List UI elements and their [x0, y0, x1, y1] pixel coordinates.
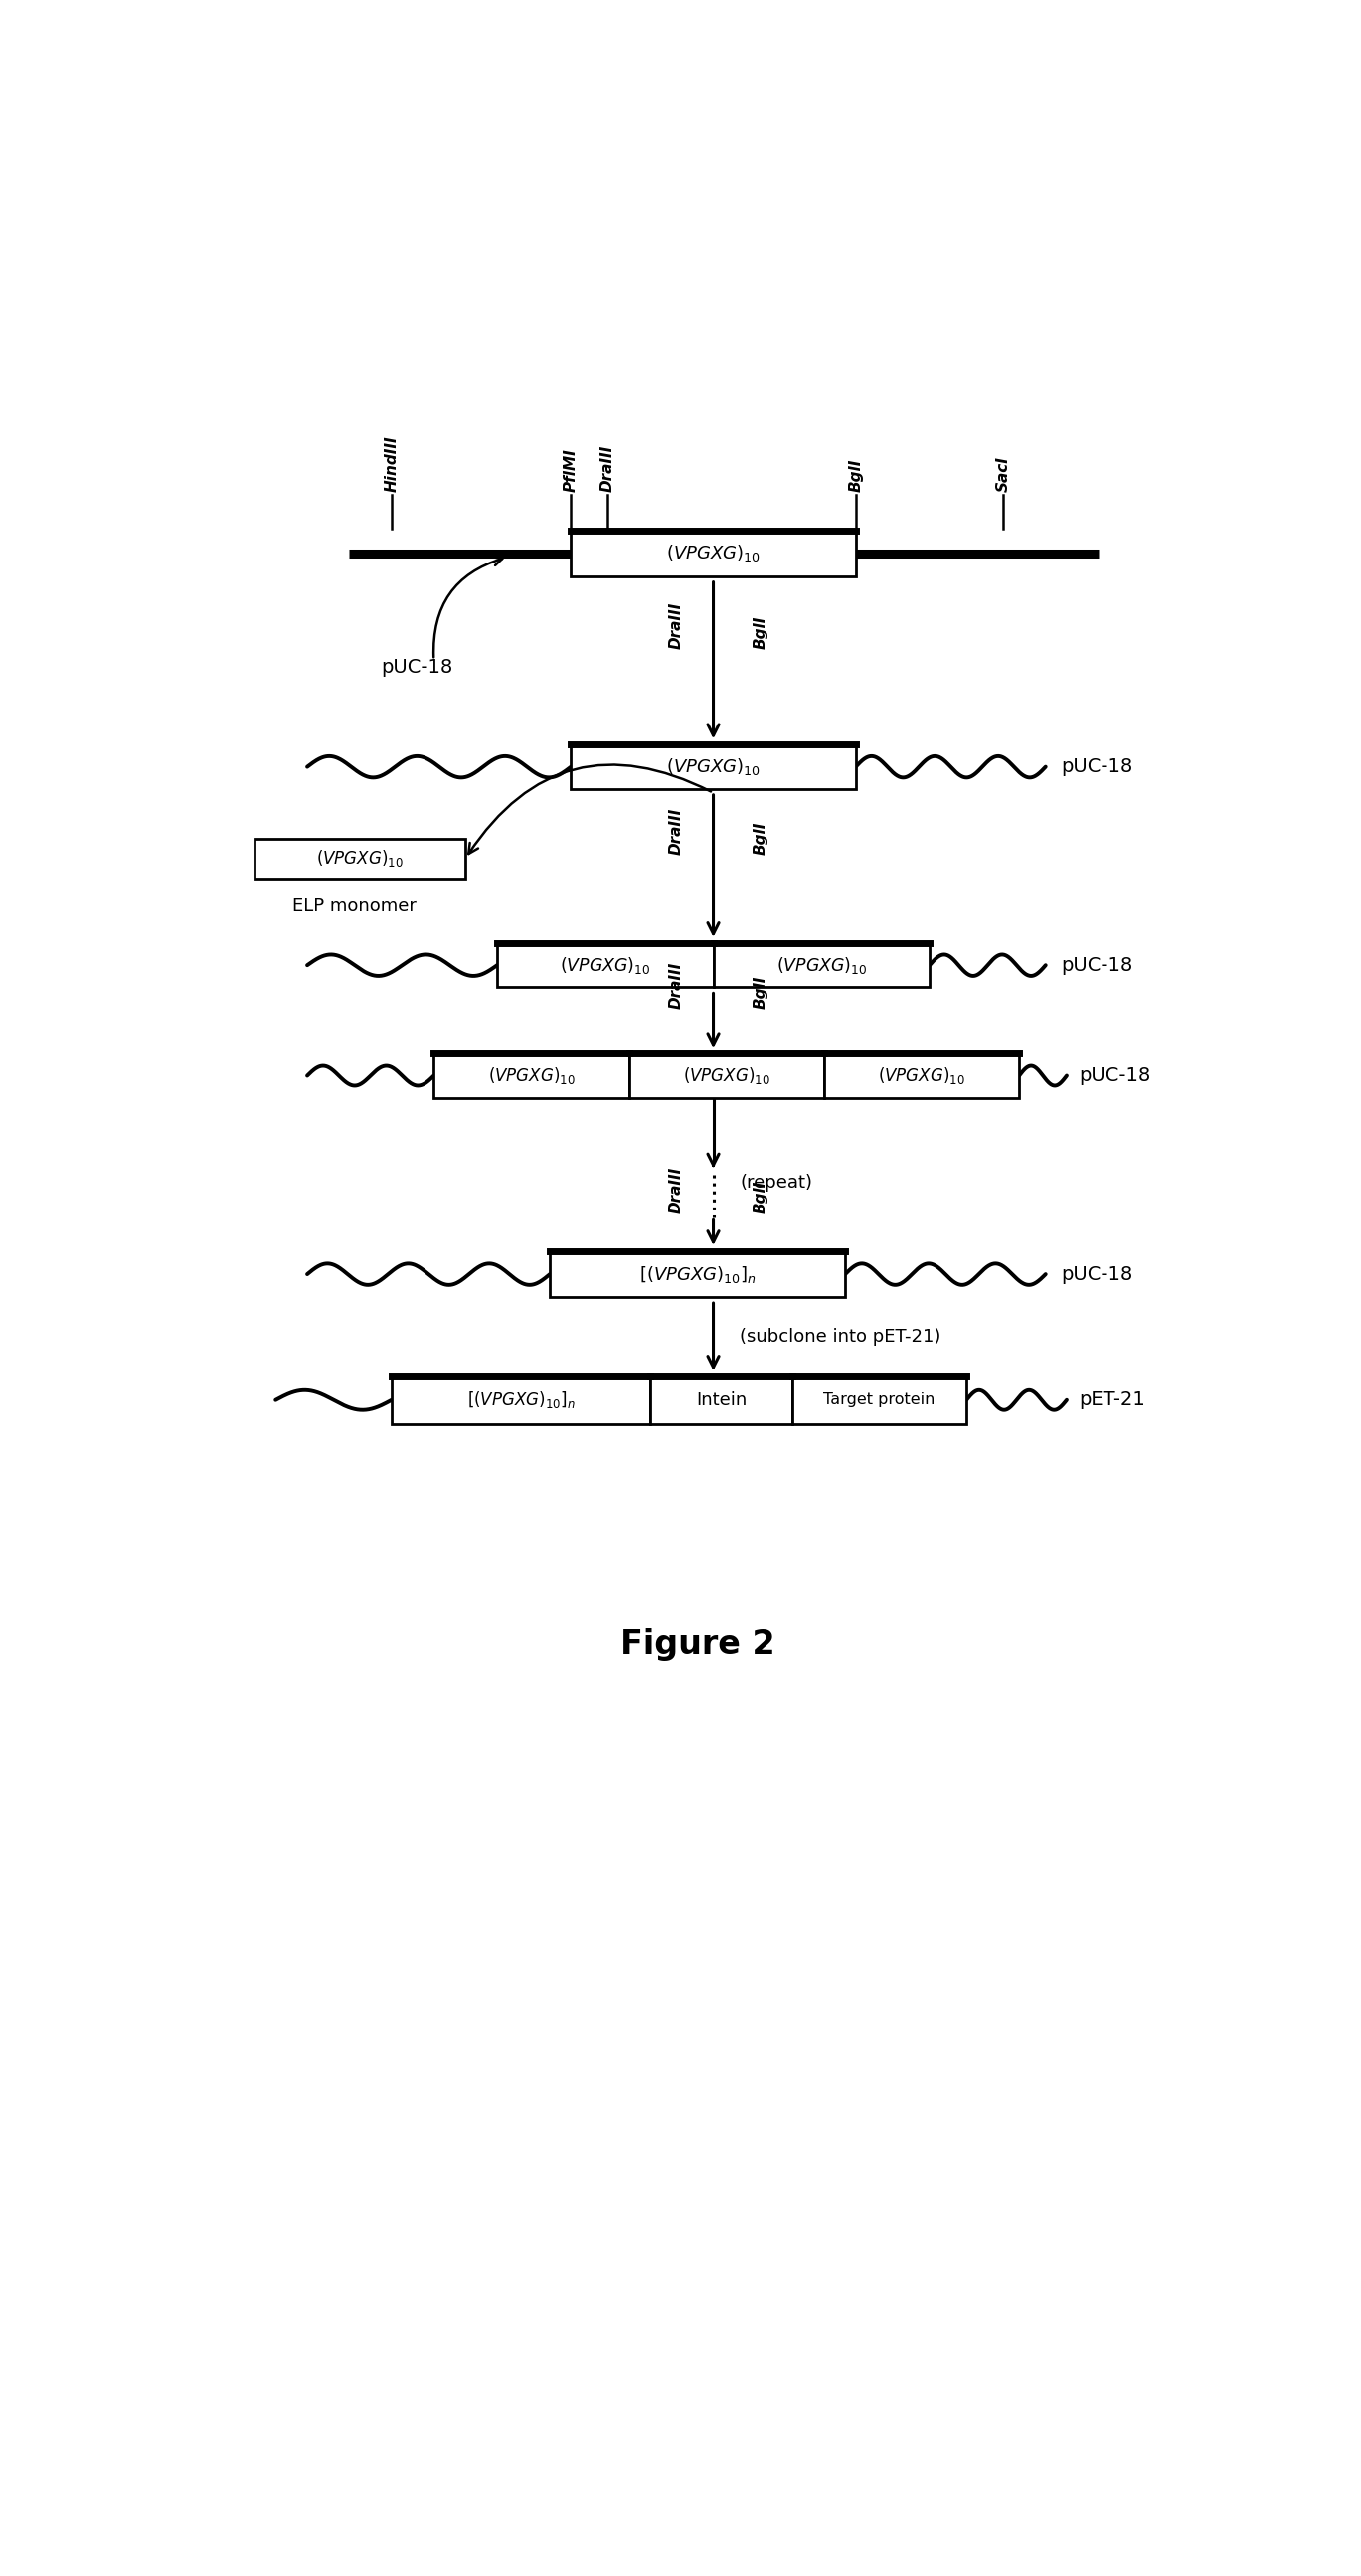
Text: $(VPGXG)_{10}$: $(VPGXG)_{10}$	[878, 1066, 965, 1087]
Text: Target protein: Target protein	[823, 1394, 935, 1406]
Text: BglI: BglI	[754, 822, 768, 855]
Text: $(VPGXG)_{10}$: $(VPGXG)_{10}$	[487, 1066, 574, 1087]
Text: (subclone into pET-21): (subclone into pET-21)	[740, 1327, 940, 1345]
Bar	[392, 1376, 651, 1425]
Text: DraIII: DraIII	[670, 961, 683, 1010]
Text: DraIII: DraIII	[670, 809, 683, 855]
Text: (repeat): (repeat)	[740, 1175, 813, 1193]
Text: $(VPGXG)_{10}$: $(VPGXG)_{10}$	[559, 956, 651, 976]
Text: Figure 2: Figure 2	[621, 1628, 774, 1662]
Text: HindIII: HindIII	[384, 435, 399, 492]
Bar	[792, 1376, 966, 1425]
Text: DraIII: DraIII	[670, 1167, 683, 1213]
Text: Intein: Intein	[695, 1391, 747, 1409]
Text: DraIII: DraIII	[670, 603, 683, 649]
Bar	[713, 943, 930, 987]
Text: BglI: BglI	[754, 976, 768, 1010]
Text: $(VPGXG)_{10}$: $(VPGXG)_{10}$	[666, 757, 761, 778]
Bar	[255, 840, 465, 878]
Text: ELP monomer: ELP monomer	[293, 896, 416, 914]
Bar	[629, 1054, 825, 1097]
Text: pUC-18: pUC-18	[1062, 956, 1134, 974]
Text: $[(VPGXG)_{10}]_n$: $[(VPGXG)_{10}]_n$	[640, 1265, 755, 1285]
Text: $(VPGXG)_{10}$: $(VPGXG)_{10}$	[316, 848, 404, 868]
Bar	[434, 1054, 629, 1097]
Bar	[497, 943, 713, 987]
Text: pUC-18: pUC-18	[1062, 1265, 1134, 1283]
Bar	[825, 1054, 1019, 1097]
Bar	[550, 1252, 845, 1298]
Bar	[651, 1376, 792, 1425]
Text: PflMI: PflMI	[563, 448, 578, 492]
Text: $[(VPGXG)_{10}]_n$: $[(VPGXG)_{10}]_n$	[467, 1388, 574, 1412]
Text: BglI: BglI	[754, 1180, 768, 1213]
Text: pUC-18: pUC-18	[381, 659, 453, 677]
Text: $(VPGXG)_{10}$: $(VPGXG)_{10}$	[683, 1066, 770, 1087]
Text: pET-21: pET-21	[1079, 1391, 1146, 1409]
Text: BglI: BglI	[754, 616, 768, 649]
Text: pUC-18: pUC-18	[1079, 1066, 1151, 1084]
Text: BglI: BglI	[848, 459, 863, 492]
Text: SacI: SacI	[996, 456, 1011, 492]
Text: pUC-18: pUC-18	[1062, 757, 1134, 775]
Text: $(VPGXG)_{10}$: $(VPGXG)_{10}$	[776, 956, 867, 976]
Bar	[572, 744, 856, 788]
Bar	[572, 531, 856, 577]
Text: DraIII: DraIII	[600, 446, 615, 492]
Text: $(VPGXG)_{10}$: $(VPGXG)_{10}$	[666, 544, 761, 564]
